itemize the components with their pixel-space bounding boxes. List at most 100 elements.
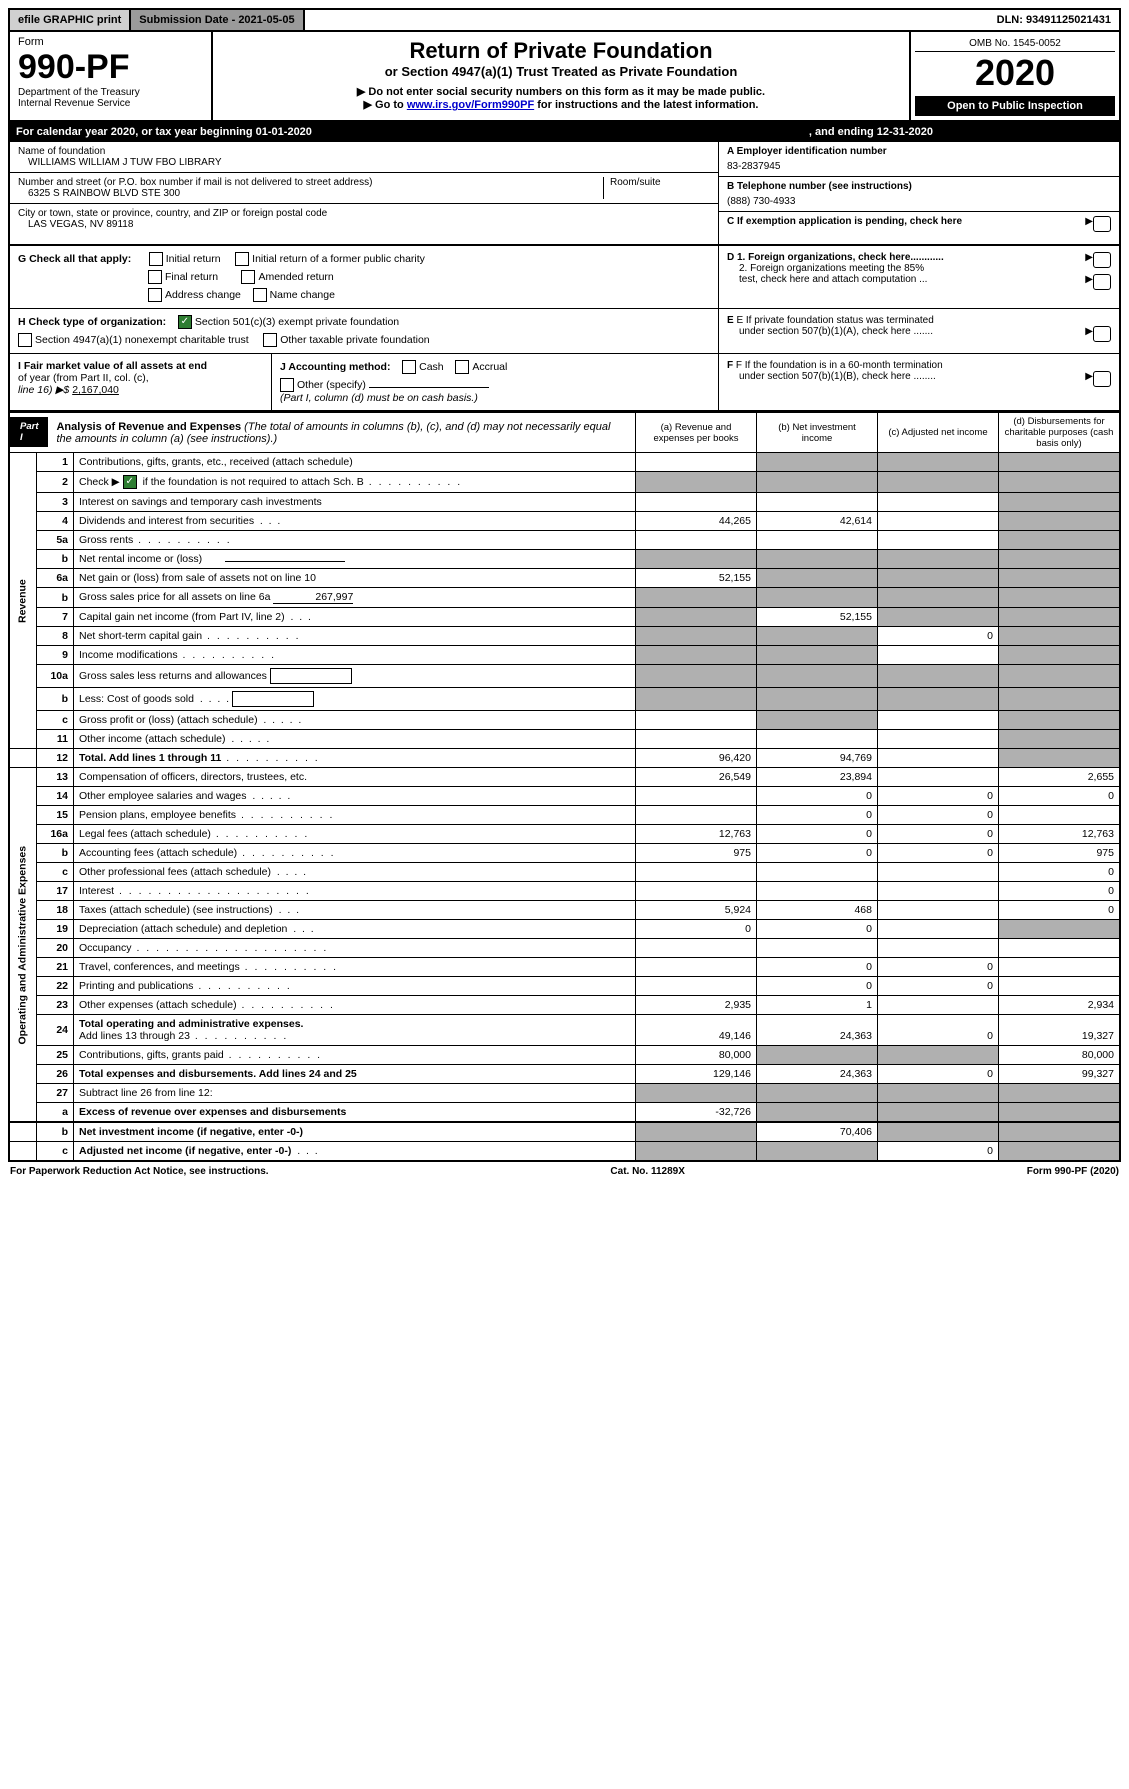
city-value: LAS VEGAS, NV 89118: [18, 219, 710, 230]
col-c-header: (c) Adjusted net income: [878, 413, 999, 453]
line-5b: Net rental income or (loss): [74, 550, 636, 569]
d2-checkbox[interactable]: [1093, 274, 1111, 290]
address-change-checkbox[interactable]: [148, 288, 162, 302]
line-2: Check ▶ ✓ if the foundation is not requi…: [74, 472, 636, 493]
line-17: Interest: [74, 882, 636, 901]
line-22: Printing and publications: [74, 977, 636, 996]
city-label: City or town, state or province, country…: [18, 208, 710, 219]
open-public-badge: Open to Public Inspection: [915, 96, 1115, 116]
cash-checkbox[interactable]: [402, 360, 416, 374]
j-note: (Part I, column (d) must be on cash basi…: [280, 392, 710, 404]
line-3: Interest on savings and temporary cash i…: [74, 493, 636, 512]
d2-label-a: 2. Foreign organizations meeting the 85%: [739, 263, 924, 274]
d1-checkbox[interactable]: [1093, 252, 1111, 268]
goto-link-row: ▶ Go to www.irs.gov/Form990PF for instru…: [219, 98, 903, 111]
identification-block: Name of foundation WILLIAMS WILLIAM J TU…: [8, 142, 1121, 246]
line-10b: Less: Cost of goods sold . . . .: [74, 688, 636, 711]
phone-label: B Telephone number (see instructions): [727, 181, 1111, 192]
line-4: Dividends and interest from securities .…: [74, 512, 636, 531]
foundation-name: WILLIAMS WILLIAM J TUW FBO LIBRARY: [18, 157, 710, 168]
ssn-warning: ▶ Do not enter social security numbers o…: [219, 85, 903, 98]
cat-number: Cat. No. 11289X: [610, 1166, 684, 1177]
initial-former-checkbox[interactable]: [235, 252, 249, 266]
4947a1-checkbox[interactable]: [18, 333, 32, 347]
col-d-header: (d) Disbursements for charitable purpose…: [999, 413, 1121, 453]
phone-value: (888) 730-4933: [727, 192, 1111, 207]
dept-irs: Internal Revenue Service: [18, 98, 203, 109]
foundation-name-label: Name of foundation: [18, 146, 710, 157]
line-9: Income modifications: [74, 646, 636, 665]
other-taxable-checkbox[interactable]: [263, 333, 277, 347]
revenue-label: Revenue: [9, 453, 37, 749]
line-7: Capital gain net income (from Part IV, l…: [74, 608, 636, 627]
form-word: Form: [18, 36, 203, 48]
ein-value: 83-2837945: [727, 157, 1111, 172]
h-label: H Check type of organization:: [18, 316, 166, 328]
line-11: Other income (attach schedule) . . . . .: [74, 730, 636, 749]
amended-return-checkbox[interactable]: [241, 270, 255, 284]
ein-label: A Employer identification number: [727, 146, 1111, 157]
top-bar: efile GRAPHIC print Submission Date - 20…: [8, 8, 1121, 32]
fmv-value: 2,167,040: [72, 384, 119, 396]
form-header: Form 990-PF Department of the Treasury I…: [8, 32, 1121, 122]
dept-treasury: Department of the Treasury: [18, 87, 203, 98]
line-13: Compensation of officers, directors, tru…: [74, 768, 636, 787]
i-line2: of year (from Part II, col. (c),: [18, 372, 263, 384]
line-8: Net short-term capital gain: [74, 627, 636, 646]
efile-print-button[interactable]: efile GRAPHIC print: [10, 10, 131, 30]
line-6b: Gross sales price for all assets on line…: [74, 588, 636, 608]
dln-label: DLN: 93491125021431: [989, 10, 1119, 30]
line-1: Contributions, gifts, grants, etc., rece…: [74, 453, 636, 472]
f-label-1: F If the foundation is in a 60-month ter…: [736, 360, 943, 371]
line-19: Depreciation (attach schedule) and deple…: [74, 920, 636, 939]
other-method-checkbox[interactable]: [280, 378, 294, 392]
e-label-1: E If private foundation status was termi…: [736, 315, 933, 326]
exemption-checkbox[interactable]: [1093, 216, 1111, 232]
paperwork-notice: For Paperwork Reduction Act Notice, see …: [10, 1166, 269, 1177]
accrual-checkbox[interactable]: [455, 360, 469, 374]
line-23: Other expenses (attach schedule): [74, 996, 636, 1015]
501c3-checkbox[interactable]: ✓: [178, 315, 192, 329]
line-5a: Gross rents: [74, 531, 636, 550]
final-return-checkbox[interactable]: [148, 270, 162, 284]
name-change-checkbox[interactable]: [253, 288, 267, 302]
f-label-2: under section 507(b)(1)(B), check here .…: [739, 371, 936, 382]
address-value: 6325 S RAINBOW BLVD STE 300: [18, 188, 603, 199]
initial-return-checkbox[interactable]: [149, 252, 163, 266]
d2-label-b: test, check here and attach computation …: [739, 274, 927, 285]
line-27b: Net investment income (if negative, ente…: [74, 1122, 636, 1142]
line-12: Total. Add lines 1 through 11: [74, 749, 636, 768]
g-label: G Check all that apply:: [18, 253, 131, 265]
schb-checkbox[interactable]: ✓: [123, 475, 137, 489]
e-label-2: under section 507(b)(1)(A), check here .…: [739, 326, 933, 337]
part1-tag: Part I: [10, 417, 48, 447]
line-14: Other employee salaries and wages . . . …: [74, 787, 636, 806]
col-b-header: (b) Net investment income: [757, 413, 878, 453]
e-checkbox[interactable]: [1093, 326, 1111, 342]
d1-label: D 1. Foreign organizations, check here..…: [727, 252, 944, 263]
form990pf-link[interactable]: www.irs.gov/Form990PF: [407, 99, 534, 111]
address-label: Number and street (or P.O. box number if…: [18, 177, 603, 188]
form-subtitle: or Section 4947(a)(1) Trust Treated as P…: [219, 64, 903, 79]
section-g-d: G Check all that apply: Initial return I…: [8, 246, 1121, 412]
line-10c: Gross profit or (loss) (attach schedule)…: [74, 711, 636, 730]
omb-number: OMB No. 1545-0052: [915, 36, 1115, 52]
i-line1: I Fair market value of all assets at end: [18, 360, 263, 372]
part1-title: Analysis of Revenue and Expenses (The to…: [48, 417, 635, 449]
tax-year: 2020: [915, 52, 1115, 94]
line-27c: Adjusted net income (if negative, enter …: [74, 1142, 636, 1162]
f-checkbox[interactable]: [1093, 371, 1111, 387]
line-21: Travel, conferences, and meetings: [74, 958, 636, 977]
line-27: Subtract line 26 from line 12:: [74, 1084, 636, 1103]
line-15: Pension plans, employee benefits: [74, 806, 636, 825]
j-label: J Accounting method:: [280, 361, 390, 373]
line-20: Occupancy: [74, 939, 636, 958]
calendar-year-bar: For calendar year 2020, or tax year begi…: [8, 122, 1121, 142]
line-18: Taxes (attach schedule) (see instruction…: [74, 901, 636, 920]
line-16c: Other professional fees (attach schedule…: [74, 863, 636, 882]
exemption-pending-label: C If exemption application is pending, c…: [727, 216, 962, 227]
line-26: Total expenses and disbursements. Add li…: [74, 1065, 636, 1084]
line-25: Contributions, gifts, grants paid: [74, 1046, 636, 1065]
line-24: Total operating and administrative expen…: [74, 1015, 636, 1046]
line-16a: Legal fees (attach schedule): [74, 825, 636, 844]
